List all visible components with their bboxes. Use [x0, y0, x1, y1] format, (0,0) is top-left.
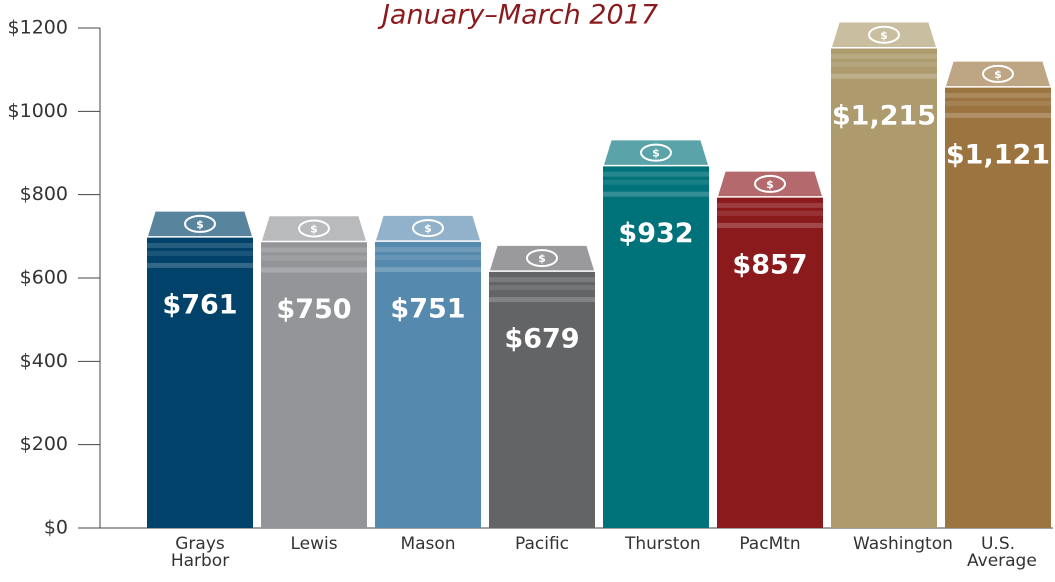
- bill-cap: [601, 138, 711, 167]
- x-tick-label: Lewis: [290, 534, 338, 554]
- stack-stripe: [945, 100, 1051, 106]
- bar: [375, 215, 481, 529]
- bar: [489, 245, 595, 529]
- y-tick-label: $1000: [8, 100, 68, 122]
- bar: [717, 170, 823, 528]
- x-tick-label: Mason: [400, 534, 456, 554]
- bill-cap: [259, 214, 369, 243]
- bill-icon: [184, 214, 216, 233]
- value-label: $750: [276, 294, 351, 325]
- bar: [147, 210, 253, 528]
- bill-symbol: $: [424, 222, 432, 235]
- bill-cap: [373, 214, 483, 242]
- stack-stripe: [261, 255, 367, 261]
- stack-stripe: [147, 262, 253, 268]
- bill-icon: [868, 25, 900, 44]
- x-tick-label: Pacific: [514, 534, 570, 554]
- stack-stripe: [147, 242, 253, 248]
- stack-stripe: [261, 267, 367, 273]
- stack-stripe: [261, 247, 367, 253]
- bill-icon: [640, 143, 672, 162]
- bill-icon: [412, 219, 444, 238]
- bill-icon: [298, 219, 330, 238]
- bar: [945, 60, 1051, 529]
- value-label: $932: [618, 218, 693, 249]
- value-label: $761: [162, 289, 237, 320]
- value-label: $751: [390, 294, 465, 325]
- bill-symbol: $: [196, 218, 204, 231]
- bill-symbol: $: [766, 178, 774, 191]
- y-tick-label: $800: [20, 183, 68, 205]
- bill-cap: [943, 60, 1053, 88]
- value-label: $1,215: [832, 100, 936, 131]
- bill-symbol: $: [880, 29, 888, 42]
- stack-stripe: [489, 285, 595, 291]
- stack-stripe: [603, 171, 709, 177]
- stack-stripe: [375, 247, 481, 253]
- bill-symbol: $: [310, 223, 318, 236]
- x-tick-label: Thurston: [625, 534, 701, 554]
- bill-cap: [145, 210, 255, 238]
- bill-icon: [982, 64, 1014, 83]
- bar: [831, 21, 937, 528]
- y-tick-label: $0: [44, 517, 68, 539]
- stack-stripe: [603, 179, 709, 185]
- stack-stripe: [717, 222, 823, 228]
- stack-stripe: [831, 73, 937, 79]
- stack-stripe: [147, 250, 253, 256]
- stack-stripe: [375, 267, 481, 273]
- y-tick-label: $400: [20, 350, 68, 372]
- stack-stripe: [717, 202, 823, 208]
- value-label: $1,121: [946, 139, 1050, 170]
- stack-stripe: [489, 297, 595, 303]
- bill-cap: [715, 170, 825, 198]
- stack-stripe: [375, 255, 481, 261]
- stack-stripe: [945, 92, 1051, 98]
- y-tick-label: $1200: [8, 17, 68, 39]
- value-label: $857: [732, 249, 807, 280]
- y-tick-label: $200: [20, 433, 68, 455]
- bill-icon: [754, 174, 786, 193]
- bill-symbol: $: [994, 68, 1002, 81]
- x-tick-label: Washington: [853, 534, 953, 554]
- bar: [603, 139, 709, 528]
- bill-cap: [487, 244, 597, 272]
- x-tick-label: Grays Harbor: [170, 534, 230, 571]
- chart-title: January–March 2017: [377, 0, 658, 31]
- stack-stripe: [717, 210, 823, 216]
- bill-symbol: $: [538, 252, 546, 265]
- y-tick-label: $600: [20, 267, 68, 289]
- bill-icon: [526, 249, 558, 268]
- value-label: $679: [504, 324, 579, 355]
- stack-stripe: [831, 61, 937, 67]
- stack-stripe: [831, 53, 937, 59]
- x-tick-label: U.S. Average: [967, 534, 1037, 571]
- stack-stripe: [603, 191, 709, 197]
- stack-stripe: [489, 277, 595, 283]
- bill-symbol: $: [652, 147, 660, 160]
- bill-cap: [829, 21, 939, 49]
- x-tick-label: PacMtn: [739, 534, 801, 554]
- stack-stripe: [945, 112, 1051, 118]
- bar: [261, 215, 367, 528]
